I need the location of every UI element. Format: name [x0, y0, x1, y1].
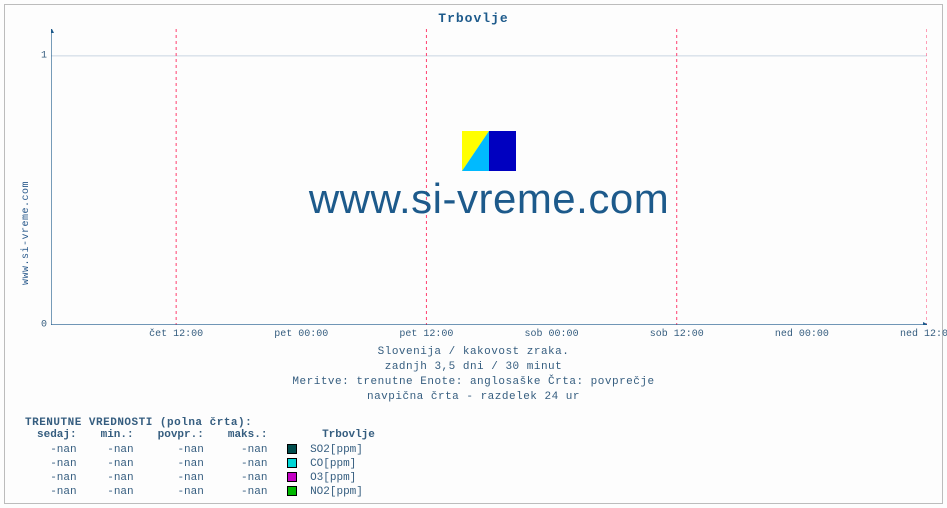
- legend-row: -nan-nan-nan-nanCO[ppm]: [25, 457, 387, 471]
- legend-value: -nan: [216, 457, 280, 471]
- subtitle-line: zadnjh 3,5 dni / 30 minut: [5, 360, 942, 375]
- legend-table: sedaj:min.:povpr.:maks.: Trbovlje -nan-n…: [25, 429, 387, 499]
- chart-title: Trbovlje: [5, 11, 942, 26]
- legend-value: -nan: [146, 485, 216, 499]
- legend-swatch: [287, 458, 297, 468]
- legend-value: -nan: [89, 485, 146, 499]
- legend-col-header: min.:: [89, 429, 146, 443]
- plot-area: www.si-vreme.com 01čet 12:00pet 00:00pet…: [51, 29, 927, 325]
- legend-value: -nan: [216, 485, 280, 499]
- legend-location-header: Trbovlje: [310, 429, 387, 443]
- legend-value: -nan: [216, 443, 280, 457]
- y-tick-label: 1: [41, 50, 47, 61]
- legend-value: -nan: [25, 443, 89, 457]
- legend-value: -nan: [89, 443, 146, 457]
- legend-swatch: [287, 486, 297, 496]
- x-tick-label: ned 12:00: [900, 329, 947, 340]
- legend-swatch: [287, 444, 297, 454]
- legend-series-label: O3[ppm]: [310, 471, 387, 485]
- x-tick-label: čet 12:00: [149, 329, 203, 340]
- legend-value: -nan: [89, 471, 146, 485]
- x-tick-label: sob 00:00: [525, 329, 579, 340]
- legend-value: -nan: [216, 471, 280, 485]
- subtitle-line: navpična črta - razdelek 24 ur: [5, 390, 942, 405]
- side-label: www.si-vreme.com: [21, 181, 32, 285]
- legend: TRENUTNE VREDNOSTI (polna črta): sedaj:m…: [25, 417, 387, 499]
- legend-value: -nan: [146, 457, 216, 471]
- legend-value: -nan: [25, 471, 89, 485]
- legend-col-header: sedaj:: [25, 429, 89, 443]
- subtitle-block: Slovenija / kakovost zraka.zadnjh 3,5 dn…: [5, 345, 942, 405]
- x-tick-label: pet 12:00: [399, 329, 453, 340]
- legend-row: -nan-nan-nan-nanNO2[ppm]: [25, 485, 387, 499]
- legend-row: -nan-nan-nan-nanSO2[ppm]: [25, 443, 387, 457]
- legend-swatch: [287, 472, 297, 482]
- legend-col-header: povpr.:: [146, 429, 216, 443]
- subtitle-line: Slovenija / kakovost zraka.: [5, 345, 942, 360]
- legend-value: -nan: [89, 457, 146, 471]
- legend-series-label: NO2[ppm]: [310, 485, 387, 499]
- chart-container: Trbovlje www.si-vreme.com www.si-vreme.c…: [0, 0, 947, 508]
- chart-frame: Trbovlje www.si-vreme.com www.si-vreme.c…: [4, 4, 943, 504]
- legend-col-header: maks.:: [216, 429, 280, 443]
- legend-heading: TRENUTNE VREDNOSTI (polna črta):: [25, 417, 387, 429]
- y-tick-label: 0: [41, 320, 47, 331]
- x-tick-label: pet 00:00: [274, 329, 328, 340]
- subtitle-line: Meritve: trenutne Enote: anglosaške Črta…: [5, 375, 942, 390]
- plot-svg: [51, 29, 927, 325]
- legend-series-label: CO[ppm]: [310, 457, 387, 471]
- legend-value: -nan: [25, 485, 89, 499]
- x-tick-label: sob 12:00: [650, 329, 704, 340]
- legend-series-label: SO2[ppm]: [310, 443, 387, 457]
- x-tick-label: ned 00:00: [775, 329, 829, 340]
- legend-value: -nan: [146, 443, 216, 457]
- legend-row: -nan-nan-nan-nanO3[ppm]: [25, 471, 387, 485]
- legend-value: -nan: [146, 471, 216, 485]
- legend-value: -nan: [25, 457, 89, 471]
